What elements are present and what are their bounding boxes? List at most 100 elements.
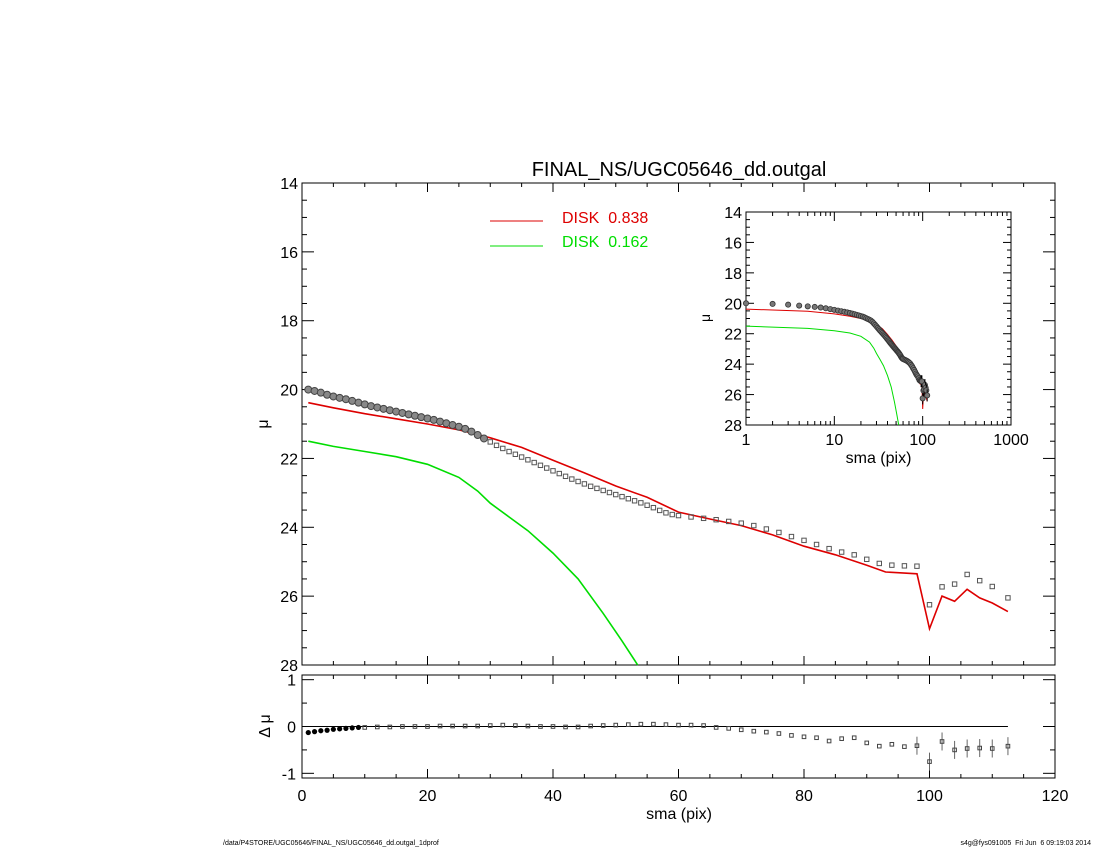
main-y-tick-label: 14 xyxy=(280,176,298,193)
main-y-axis-label: μ xyxy=(255,419,272,428)
observed-point xyxy=(826,545,832,552)
main-y-tick-label: 20 xyxy=(280,383,298,400)
residual-point xyxy=(337,726,343,732)
model-line-2 xyxy=(308,440,639,666)
main-y-tick-label: 22 xyxy=(280,451,298,468)
inset-x-tick-label: 10 xyxy=(825,432,843,449)
residual-point xyxy=(324,727,330,733)
residual-point xyxy=(330,726,336,732)
inset-observed-point xyxy=(919,395,926,402)
residual-point xyxy=(575,724,581,730)
observed-point xyxy=(864,556,870,563)
residual-point xyxy=(600,723,606,728)
residual-point xyxy=(387,724,393,730)
residual-point xyxy=(355,724,362,731)
residual-point xyxy=(663,722,669,727)
observed-point xyxy=(926,602,933,608)
residual-point xyxy=(349,725,355,731)
residual-point xyxy=(889,741,895,747)
observed-point xyxy=(537,462,544,469)
residual-point xyxy=(375,724,380,730)
residual-point xyxy=(462,723,468,729)
residual-y-tick-label: 1 xyxy=(287,673,296,690)
observed-point xyxy=(467,427,476,436)
residual-point xyxy=(676,722,681,728)
residual-point xyxy=(751,728,757,734)
x-tick-label: 60 xyxy=(670,788,688,805)
observed-point xyxy=(813,541,820,548)
residual-point xyxy=(713,725,719,730)
inset-y-tick-label: 14 xyxy=(724,205,742,222)
observed-point xyxy=(776,529,782,536)
observed-point xyxy=(587,483,594,490)
residual-point xyxy=(450,723,455,729)
main-y-tick-label: 16 xyxy=(280,245,298,262)
observed-point xyxy=(512,451,519,457)
observed-point xyxy=(669,511,675,518)
residual-point xyxy=(864,740,870,746)
chart-title: FINAL_NS/UGC05646_dd.outgal xyxy=(532,159,827,181)
residual-point xyxy=(726,726,732,731)
observed-point xyxy=(838,549,845,555)
residual-point xyxy=(927,759,932,764)
residual-point xyxy=(738,727,744,733)
residual-point xyxy=(525,723,531,729)
main-y-tick-label: 28 xyxy=(280,658,298,675)
observed-point xyxy=(479,434,488,443)
inset-y-tick-label: 24 xyxy=(724,357,742,374)
x-tick-label: 80 xyxy=(795,788,813,805)
residual-point xyxy=(952,747,957,753)
observed-point xyxy=(726,518,732,525)
residual-point xyxy=(487,723,493,728)
residual-point xyxy=(500,722,506,728)
observed-point xyxy=(625,496,631,502)
observed-point xyxy=(964,571,970,578)
observed-point xyxy=(939,584,945,590)
inset-y-tick-label: 18 xyxy=(724,266,742,283)
observed-point xyxy=(788,533,795,540)
observed-point xyxy=(914,563,920,569)
observed-point xyxy=(650,504,657,511)
observed-point xyxy=(656,507,663,514)
observed-point xyxy=(1005,595,1011,601)
observed-point xyxy=(663,510,669,516)
residual-point xyxy=(638,721,644,727)
residual-point xyxy=(425,724,430,729)
observed-point xyxy=(487,439,493,445)
observed-point xyxy=(619,493,625,500)
inset-observed-point xyxy=(817,304,824,311)
inset-y-tick-label: 22 xyxy=(724,327,742,344)
inset-plot-frame xyxy=(745,211,1012,426)
residual-point xyxy=(902,744,907,749)
inset-observed-point xyxy=(924,392,931,399)
residual-point xyxy=(789,733,794,738)
observed-point xyxy=(951,581,958,587)
residual-point xyxy=(1005,743,1011,749)
residual-point xyxy=(964,746,970,751)
observed-point xyxy=(562,473,569,480)
residual-point xyxy=(701,723,706,728)
residual-point xyxy=(513,723,518,728)
observed-point xyxy=(500,445,506,452)
residual-y-tick-label: -1 xyxy=(282,766,296,783)
residual-point xyxy=(851,735,857,741)
observed-point xyxy=(700,515,707,522)
observed-point xyxy=(506,448,512,455)
observed-point xyxy=(889,562,895,568)
observed-point xyxy=(569,476,575,482)
footer-file-path: /data/P4STORE/UGC05646/FINAL_NS/UGC05646… xyxy=(223,840,439,847)
observed-point xyxy=(575,478,581,485)
residual-point xyxy=(801,734,807,740)
observed-point xyxy=(675,512,682,519)
inset-x-axis-label: sma (pix) xyxy=(846,450,912,467)
inset-x-tick-label: 100 xyxy=(909,432,936,449)
residual-point xyxy=(588,723,593,729)
legend-label-disk-2: DISK 0.162 xyxy=(562,234,648,251)
inset-observed-point xyxy=(743,300,750,307)
residual-point xyxy=(877,743,882,749)
residual-point xyxy=(688,722,694,728)
observed-point xyxy=(556,470,562,477)
observed-point xyxy=(751,522,757,529)
